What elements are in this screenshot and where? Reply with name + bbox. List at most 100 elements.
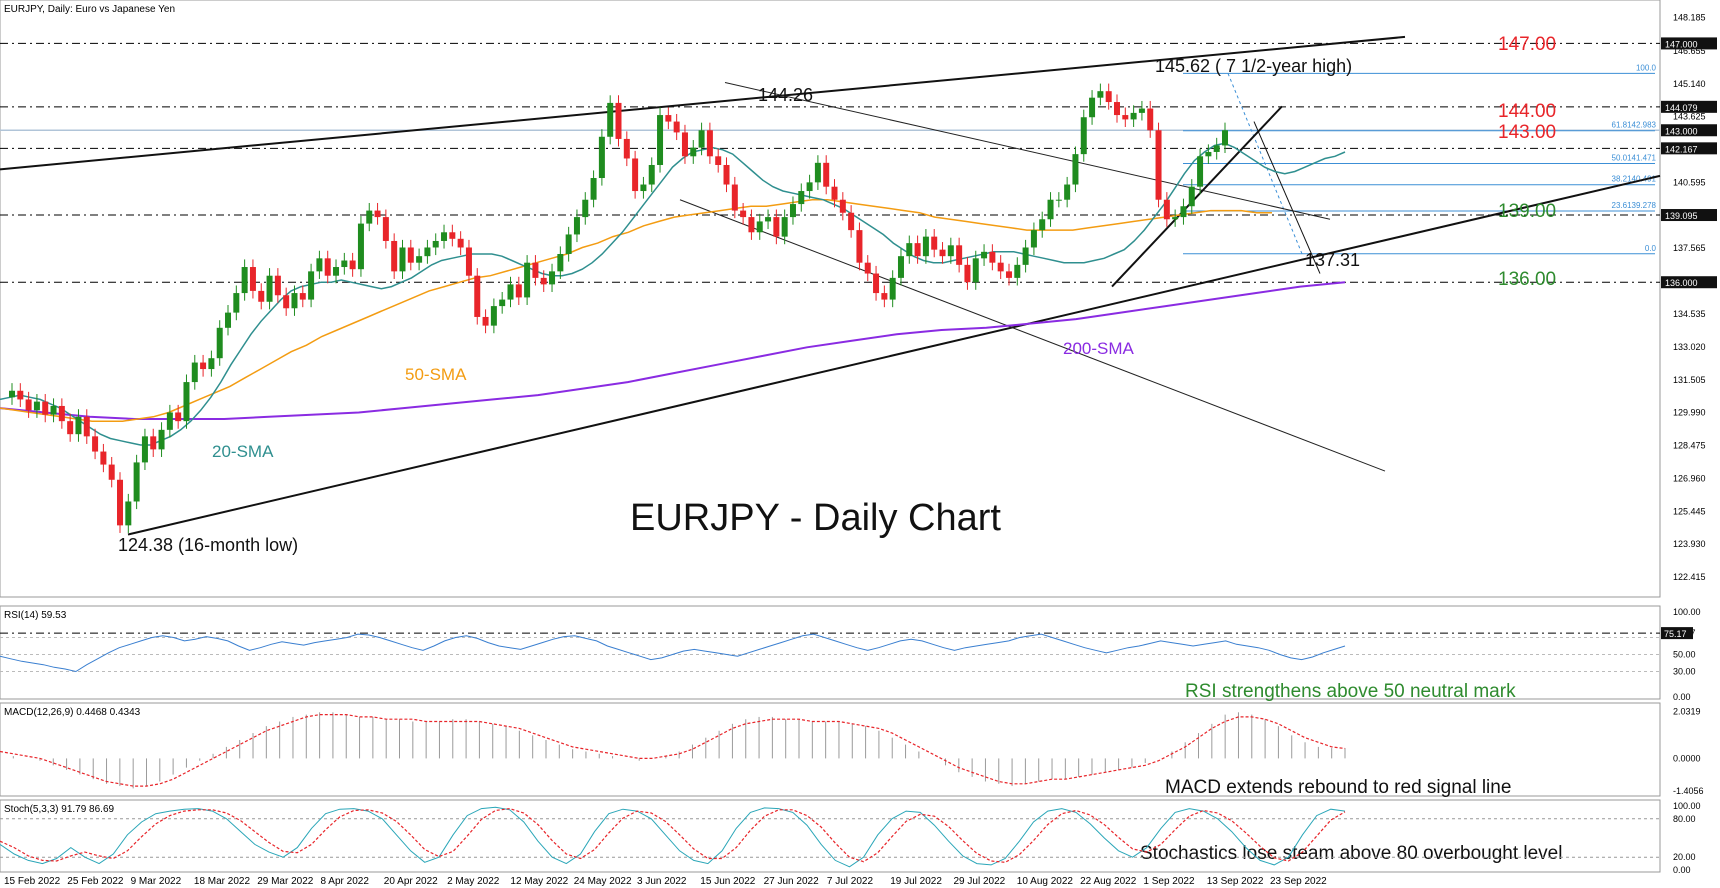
candle-body: [565, 234, 572, 254]
level-136-label: 136.00: [1498, 269, 1556, 290]
candle-body: [731, 184, 738, 211]
candle-body: [308, 271, 315, 300]
y-tick-label: 146.655: [1673, 46, 1706, 56]
candle-body: [856, 230, 863, 263]
x-tick-label: 13 Sep 2022: [1207, 876, 1264, 887]
y-tick-label: 128.475: [1673, 441, 1706, 451]
stoch-main-line: [0, 806, 1346, 868]
candle-body: [756, 221, 763, 233]
y-tick-label: 137.565: [1673, 243, 1706, 253]
sma50-line: [0, 198, 1272, 422]
candle-body: [532, 262, 539, 278]
candle-body: [507, 284, 514, 300]
candle-body: [457, 238, 464, 248]
candle-body: [607, 102, 614, 137]
stoch-tick: 20.00: [1673, 852, 1696, 862]
rsi-box-label: 75.17: [1664, 629, 1687, 639]
fib-label: 100.0: [1636, 63, 1657, 72]
fib-diagonal: [1227, 73, 1303, 254]
x-tick-label: 8 Apr 2022: [321, 876, 370, 887]
candle-body: [640, 184, 647, 192]
candle-body: [1213, 145, 1220, 152]
candle-body: [540, 277, 547, 285]
channel-top: [724, 82, 1331, 220]
candle-body: [374, 210, 381, 218]
candle-body: [889, 277, 896, 300]
candle-body: [914, 243, 921, 257]
candle-body: [981, 251, 988, 259]
candle-body: [1188, 186, 1195, 207]
price-box-label: 136.000: [1665, 278, 1698, 288]
y-tick-label: 134.535: [1673, 309, 1706, 319]
candle-body: [1172, 217, 1179, 220]
y-tick-label: 129.990: [1673, 408, 1706, 418]
candle-body: [740, 210, 747, 218]
x-tick-label: 15 Jun 2022: [700, 876, 755, 887]
sma20-line: [0, 142, 1346, 446]
candle-body: [515, 284, 522, 298]
candle-body: [997, 262, 1004, 272]
chart-title: EURJPY, Daily: Euro vs Japanese Yen: [4, 4, 175, 15]
candle-body: [690, 147, 697, 157]
candle-body: [814, 162, 821, 183]
y-tick-label: 148.185: [1673, 13, 1706, 23]
candle-body: [316, 258, 323, 272]
candle-body: [499, 299, 506, 307]
candle-body: [191, 362, 198, 383]
rsi-tick: 30.00: [1673, 667, 1696, 677]
x-tick-label: 18 Mar 2022: [194, 876, 251, 887]
candle-body: [665, 115, 672, 122]
candle-body: [524, 262, 531, 298]
fib-label: 38.2140.491: [1612, 175, 1657, 184]
y-tick-label: 122.415: [1673, 572, 1706, 582]
x-tick-label: 2 May 2022: [447, 876, 500, 887]
y-tick-label: 125.445: [1673, 506, 1706, 516]
candle-body: [881, 293, 888, 300]
candle-body: [582, 199, 589, 218]
rsi-tick: 0.00: [1673, 692, 1691, 702]
candle-body: [657, 115, 664, 165]
macd-signal-line: [0, 713, 1346, 787]
candle-body: [806, 182, 813, 192]
candle-body: [416, 256, 423, 263]
candle-body: [839, 199, 846, 213]
y-tick-label: 143.625: [1673, 112, 1706, 122]
candle-body: [58, 405, 65, 422]
candle-body: [1222, 130, 1228, 146]
short-down: [1253, 121, 1321, 274]
candle-body: [1097, 91, 1104, 98]
candle-body: [432, 240, 439, 248]
candle-body: [698, 130, 705, 148]
peak-label: 144.26: [758, 85, 813, 105]
candle-body: [216, 327, 223, 359]
candle-body: [1163, 199, 1170, 220]
price-box: [1661, 209, 1717, 222]
candle-body: [1014, 264, 1021, 278]
candle-body: [1030, 230, 1037, 248]
x-tick-label: 24 May 2022: [574, 876, 632, 887]
candle-body: [964, 264, 971, 283]
candle-body: [258, 290, 265, 302]
candle-body: [1147, 108, 1154, 131]
candle-body: [366, 210, 373, 224]
candle-body: [1072, 154, 1079, 185]
candle-body: [166, 412, 173, 430]
candle-body: [133, 462, 140, 502]
candle-body: [1022, 247, 1029, 265]
macd-title: MACD(12,26,9) 0.4468 0.4343: [4, 707, 141, 718]
y-tick-label: 123.930: [1673, 539, 1706, 549]
candle-body: [1039, 219, 1046, 231]
candle-body: [673, 121, 680, 133]
candle-body: [17, 390, 24, 400]
candle-body: [1180, 206, 1187, 218]
candle-body: [341, 260, 348, 268]
candle-body: [108, 464, 115, 480]
candle-body: [681, 132, 688, 157]
candle-body: [1138, 108, 1145, 113]
sma50-label: 50-SMA: [405, 365, 467, 384]
price-box: [1661, 276, 1717, 289]
candle-body: [75, 416, 82, 435]
candle-body: [357, 223, 364, 270]
candle-body: [723, 164, 730, 185]
candle-body: [465, 247, 472, 276]
